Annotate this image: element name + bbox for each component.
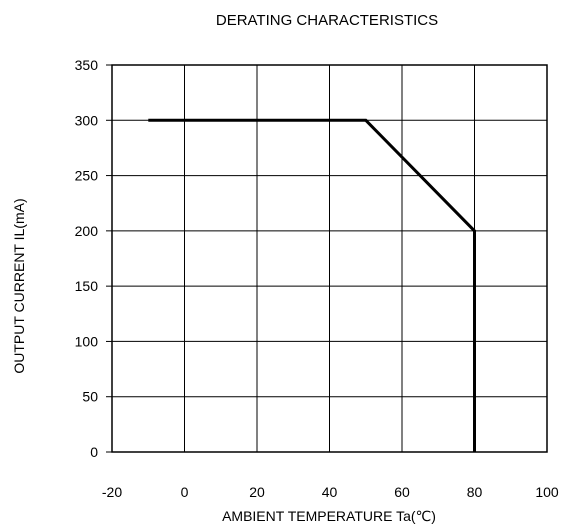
x-axis-ticks: -20 0 20 40 60 80 100 xyxy=(102,484,559,500)
y-tick-label: 200 xyxy=(75,223,99,239)
y-tick-label: 250 xyxy=(75,168,99,184)
x-tick-label: -20 xyxy=(102,484,122,500)
x-tick-label: 0 xyxy=(181,484,189,500)
y-tick-label: 100 xyxy=(75,333,99,349)
x-tick-label: 60 xyxy=(394,484,410,500)
chart-title: DERATING CHARACTERISTICS xyxy=(216,12,438,29)
y-tick-label: 0 xyxy=(90,444,98,460)
grid xyxy=(111,64,548,453)
x-tick-label: 100 xyxy=(535,484,559,500)
y-tick-label: 350 xyxy=(75,57,99,73)
series-layer xyxy=(148,118,476,452)
plot-frame xyxy=(111,64,548,453)
y-axis-ticks: 0 50 100 150 200 250 300 350 xyxy=(75,57,112,460)
derating-curve xyxy=(148,118,476,452)
y-tick-label: 300 xyxy=(75,112,99,128)
x-tick-label: 80 xyxy=(467,484,483,500)
y-axis-title: OUTPUT CURRENT IL(mA) xyxy=(11,198,27,373)
x-tick-label: 40 xyxy=(322,484,338,500)
y-tick-label: 50 xyxy=(82,389,98,405)
x-tick-label: 20 xyxy=(249,484,265,500)
x-axis-title: AMBIENT TEMPERATURE Ta(℃) xyxy=(222,508,436,524)
y-tick-label: 150 xyxy=(75,278,99,294)
